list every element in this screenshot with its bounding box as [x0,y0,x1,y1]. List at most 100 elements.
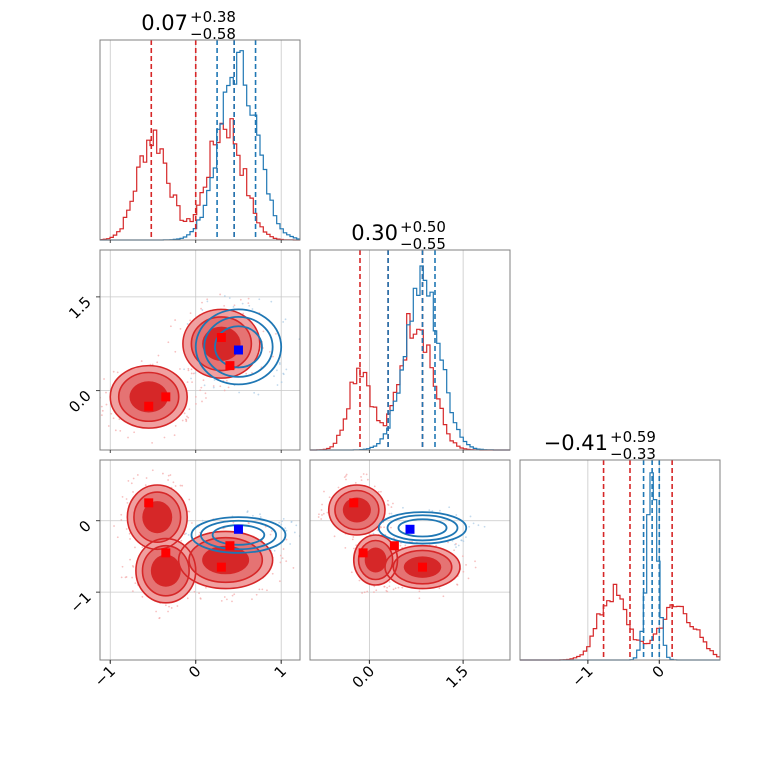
scatter-dot-red [101,409,104,412]
scatter-dot-red [279,554,282,557]
param-title-plus-2: +0.59 [610,428,656,446]
scatter-dot-blue [228,297,231,299]
scatter-dot-red [183,412,186,415]
scatter-dot-red [380,490,382,493]
scatter-dot-blue [187,534,190,536]
contour-line-red [126,484,188,551]
scatter-dot-red [373,591,375,594]
panel-frame [309,249,511,451]
scatter-dot-red [126,502,129,504]
hist-panel-1 [309,249,511,451]
contour-fill-red [150,554,181,587]
scatter-dot-blue [259,513,261,516]
hist-red-0 [100,118,300,241]
x-tick-label: −1 [91,662,119,690]
scatter-dot-red [397,586,400,589]
scatter-dot-red [219,293,222,296]
scatter-dot-red [181,484,184,487]
scatter-dot-red [351,538,354,541]
scatter-dot-red [255,593,258,596]
scatter-dot-red [386,586,389,589]
scatter-dot-red [278,580,281,583]
contour-line-blue [377,511,468,545]
scatter-dot-red [155,610,158,613]
marker-blue [233,524,243,534]
titles-layer: 0.07 +0.38−0.58 0.30 +0.50−0.55 −0.41 +0.59−0… [141,8,656,463]
scatter-dot-red [206,298,209,301]
scatter-dot-red [387,499,389,502]
scatter-dot-blue [282,517,285,520]
scatter-dot-blue [201,519,204,522]
contour-line-blue [397,518,448,538]
scatter-dot-red [318,513,320,516]
scatter-dot-red [225,379,228,382]
scatter-dot-blue [280,523,283,526]
scatter-dot-blue [259,516,262,518]
panel-layer [94,39,721,661]
scatter-dot-red [201,400,203,403]
contour-line-red [133,491,182,544]
scatter-dot-blue [258,298,261,301]
scatter-dot-blue [232,306,235,308]
scatter-dot-red [174,319,177,321]
scatter-dot-red [133,431,136,434]
scatter-dot-red [131,576,134,579]
scatter-dot-red [185,419,188,421]
contour-line-blue [386,514,459,542]
scatter-dot-blue [468,525,471,528]
scatter-dot-red [94,407,96,409]
scatter-dot-red [474,566,477,569]
scatter-dot-red [168,605,170,608]
scatter-dot-red [233,593,236,596]
scatter-dot-red [112,417,115,420]
scatter-dot-blue [276,384,279,386]
contour-fill-red [142,501,173,534]
scatter-dot-red [355,544,358,547]
contour-line-red [109,364,188,429]
scatter-dot-blue [185,532,187,535]
scatter-dot-blue [295,524,298,527]
scatter-dot-red [116,536,119,539]
scatter-dot-blue [213,379,216,381]
scatter-dot-red [392,588,395,591]
scatter-dot-red [393,537,395,540]
scatter-dot-red [121,565,124,568]
scatter-dot-red [435,544,438,547]
contour-line-red [188,536,264,584]
scatter-dot-blue [278,521,281,524]
marker-red [225,541,235,551]
scatter-panel-1_0 [94,249,301,451]
scatter-dot-red [362,473,365,475]
scatter-dot-red [323,490,325,493]
marker-red [418,562,427,572]
scatter-dot-red [120,576,123,579]
contour-line-blue [194,308,283,386]
scatter-dot-red [193,590,196,593]
contour-line-red [384,544,461,590]
scatter-dot-blue [194,372,197,374]
param-title-minus-2: −0.33 [610,445,656,463]
scatter-dot-red [269,533,272,536]
param-title-0: 0.07 [141,11,188,35]
scatter-dot-red [442,595,445,598]
marker-red [349,498,359,508]
scatter-dot-red [201,301,203,304]
param-title-2: −0.41 [544,431,608,455]
scatter-dot-blue [253,391,256,394]
scatter-dot-blue [206,300,209,303]
marker-red [144,498,154,508]
marker-red [216,562,226,572]
scatter-dot-red [223,304,226,307]
scatter-dot-red [376,529,379,532]
scatter-dot-red [190,368,193,371]
scatter-dot-blue [282,321,285,323]
scatter-dot-red [120,513,123,516]
marker-red [144,401,154,411]
scatter-dot-red [169,325,172,328]
scatter-dot-red [247,302,250,305]
scatter-dot-red [191,381,193,384]
contour-line-red [190,316,253,372]
contour-fill-red [129,381,168,413]
scatter-dot-red [173,434,176,437]
scatter-dot-red [167,610,169,613]
